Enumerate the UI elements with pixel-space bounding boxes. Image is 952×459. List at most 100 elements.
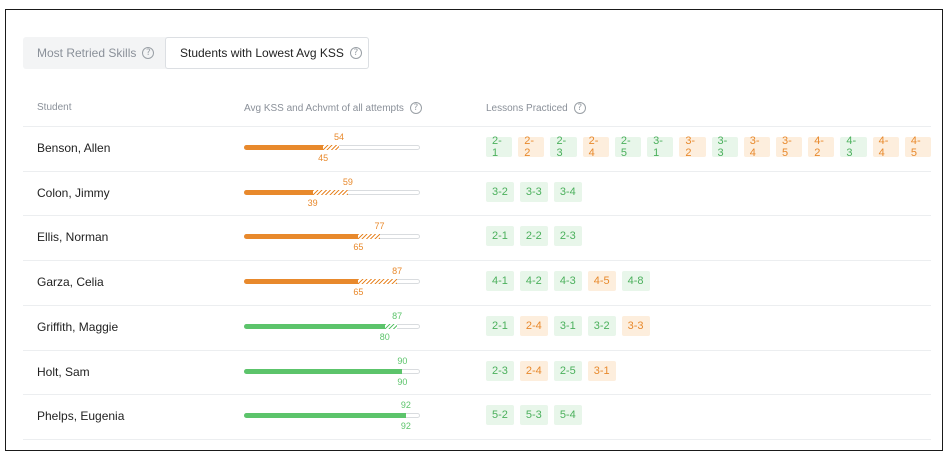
lesson-chip-list: 2-1 2-2 2-3 (486, 226, 582, 247)
achievement-value: 92 (400, 400, 411, 411)
kss-value: 92 (400, 421, 411, 432)
achievement-hatch (384, 323, 398, 329)
lesson-chip[interactable]: 2-2 (519, 226, 548, 247)
column-header-student: Student (37, 102, 71, 113)
lesson-chip[interactable]: 2-5 (553, 360, 582, 381)
tab-lowest-avg-kss[interactable]: Students with Lowest Avg KSS ? (165, 37, 369, 69)
table-row[interactable]: Ellis, Norman 77 65 2-1 2-2 2-3 (23, 215, 931, 260)
help-icon[interactable]: ? (349, 47, 362, 59)
divider (23, 394, 931, 396)
student-name[interactable]: Garza, Celia (37, 275, 104, 290)
achievement-value: 90 (397, 355, 408, 366)
lesson-chip[interactable]: 3-4 (743, 135, 770, 159)
lesson-chip[interactable]: 2-3 (486, 360, 514, 381)
lesson-chip[interactable]: 2-3 (550, 135, 577, 159)
kss-fill (244, 413, 406, 419)
lesson-chip[interactable]: 3-3 (519, 181, 548, 202)
lesson-chip[interactable]: 4-5 (587, 271, 616, 292)
kss-fill (244, 323, 385, 329)
table-row[interactable]: Colon, Jimmy 59 39 3-2 3-3 3-4 (23, 171, 931, 216)
kss-fill (244, 145, 324, 150)
table-row[interactable]: Benson, Allen 54 45 2-1 2-2 2-3 2-4 2-5 3-1 3-2 3-… (23, 126, 932, 171)
achievement-hatch (323, 145, 340, 150)
student-name[interactable]: Griffith, Maggie (37, 319, 119, 334)
student-name[interactable]: Ellis, Norman (37, 230, 109, 245)
divider (23, 126, 931, 127)
lesson-chip[interactable]: 3-2 (486, 181, 514, 202)
column-header-label: Avg KSS and Achvmt of all attempts (244, 102, 404, 114)
lesson-chip[interactable]: 2-2 (518, 135, 545, 159)
table-row[interactable]: Griffith, Maggie 87 80 2-1 2-4 3-1 3-2 3-3 (23, 305, 931, 350)
lesson-chip-list: 3-2 3-3 3-4 (486, 181, 582, 202)
student-name[interactable]: Holt, Sam (37, 364, 90, 379)
lesson-chip[interactable]: 5-4 (553, 405, 582, 426)
lesson-chip[interactable]: 2-1 (486, 226, 514, 247)
lesson-chip[interactable]: 4-2 (808, 135, 835, 159)
tab-label: Students with Lowest Avg KSS (180, 46, 344, 60)
lesson-chip[interactable]: 3-2 (587, 315, 616, 336)
divider (23, 260, 931, 262)
kss-value: 45 (318, 153, 329, 163)
kss-progress-bar: 77 65 (244, 215, 420, 260)
lesson-chip[interactable]: 3-4 (553, 181, 582, 202)
tab-bar: Most Retried Skills ? Students with Lowe… (23, 37, 369, 69)
divider (23, 170, 931, 172)
kss-fill (244, 189, 313, 195)
column-header-lessons: Lessons Practiced ? (486, 102, 586, 114)
lesson-chip[interactable]: 4-2 (519, 271, 548, 292)
lesson-chip[interactable]: 3-1 (647, 135, 674, 159)
lesson-chip-list: 4-1 4-2 4-3 4-5 4-8 (486, 271, 650, 292)
student-name[interactable]: Colon, Jimmy (37, 185, 110, 200)
achievement-hatch (312, 189, 348, 195)
tab-most-retried-skills[interactable]: Most Retried Skills ? (23, 37, 165, 69)
lesson-chip-list: 2-1 2-2 2-3 2-4 2-5 3-1 3-2 3-3 3-4 3-5 4-2 4-3 4-4 4… (486, 135, 932, 159)
kss-progress-bar: 54 45 (244, 126, 420, 171)
kss-fill (244, 368, 403, 374)
column-header-avg-kss: Avg KSS and Achvmt of all attempts ? (244, 102, 422, 114)
achievement-hatch (358, 234, 380, 240)
table-row[interactable]: Holt, Sam 90 90 2-3 2-4 2-5 3-1 (23, 350, 931, 395)
lesson-chip[interactable]: 3-2 (679, 135, 706, 159)
help-icon[interactable]: ? (409, 102, 422, 114)
divider (23, 438, 931, 440)
student-name[interactable]: Phelps, Eugenia (37, 409, 125, 424)
lesson-chip[interactable]: 3-5 (775, 135, 803, 159)
lesson-chip[interactable]: 4-3 (553, 271, 582, 292)
kss-progress-bar: 87 65 (244, 260, 420, 305)
lesson-chip[interactable]: 3-1 (553, 315, 582, 336)
lesson-chip[interactable]: 2-5 (614, 135, 642, 159)
lesson-chip[interactable]: 2-4 (582, 135, 609, 159)
lesson-chip[interactable]: 4-4 (872, 135, 899, 159)
table-row[interactable]: Garza, Celia 87 65 4-1 4-2 4-3 4-5 4-8 (23, 260, 931, 305)
achievement-hatch (358, 279, 398, 285)
tab-label: Most Retried Skills (37, 46, 137, 60)
divider (23, 304, 931, 306)
help-icon[interactable]: ? (573, 102, 586, 114)
lesson-chip[interactable]: 4-1 (486, 271, 514, 292)
achievement-value: 87 (392, 310, 403, 321)
help-icon[interactable]: ? (142, 47, 155, 59)
lesson-chip-list: 2-3 2-4 2-5 3-1 (486, 360, 616, 381)
kss-fill (244, 234, 359, 240)
kss-value: 80 (379, 331, 390, 342)
lesson-chip[interactable]: 2-4 (519, 315, 548, 336)
lesson-chip[interactable]: 3-3 (621, 315, 650, 336)
table-row[interactable]: Phelps, Eugenia 92 92 5-2 5-3 5-4 (23, 394, 931, 439)
lesson-chip[interactable]: 2-4 (519, 360, 548, 381)
student-name[interactable]: Benson, Allen (37, 141, 111, 155)
lesson-chip[interactable]: 4-8 (621, 271, 650, 292)
lesson-chip[interactable]: 2-1 (486, 315, 514, 336)
lesson-chip[interactable]: 4-3 (840, 135, 867, 159)
lesson-chip[interactable]: 2-1 (486, 135, 513, 159)
lesson-chip[interactable]: 3-3 (711, 135, 738, 159)
lesson-chip[interactable]: 2-3 (553, 226, 582, 247)
lesson-chip-list: 2-1 2-4 3-1 3-2 3-3 (486, 315, 650, 336)
lesson-chip[interactable]: 5-3 (519, 405, 548, 426)
lesson-chip[interactable]: 3-1 (587, 360, 616, 381)
kss-progress-bar: 59 39 (244, 171, 420, 216)
achievement-value: 87 (392, 266, 403, 277)
lesson-chip[interactable]: 5-2 (486, 405, 514, 426)
divider (23, 349, 931, 351)
column-header-label: Student (37, 102, 72, 113)
lesson-chip[interactable]: 4-5 (904, 135, 932, 159)
